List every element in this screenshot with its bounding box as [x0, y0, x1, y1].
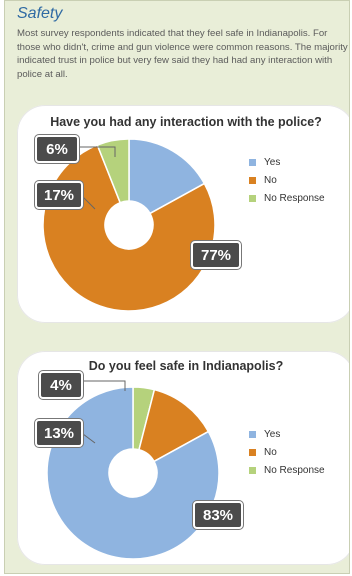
- legend-item-no: No: [249, 171, 325, 189]
- legend-swatch-yes: [249, 158, 256, 166]
- legend: Yes No No Response: [249, 153, 325, 207]
- legend-swatch-no-response: [249, 194, 256, 202]
- slice-no-response: [96, 138, 130, 204]
- data-label-no: 77%: [191, 241, 241, 269]
- legend-swatch-no: [249, 176, 256, 184]
- legend-swatch-no: [249, 448, 256, 456]
- data-label-no: 13%: [35, 419, 83, 447]
- legend-item-no-response: No Response: [249, 461, 325, 479]
- legend-item-no: No: [249, 443, 325, 461]
- police-interaction-card: Have you had any interaction with the po…: [17, 105, 349, 323]
- safety-infographic: Safety Most survey respondents indicated…: [4, 0, 350, 574]
- intro-paragraph: Most survey respondents indicated that t…: [17, 28, 348, 80]
- legend: Yes No No Response: [249, 425, 325, 479]
- slice-no: [138, 388, 210, 463]
- section-title: Safety: [17, 5, 63, 22]
- legend-swatch-yes: [249, 430, 256, 438]
- data-label-no-response: 4%: [39, 371, 83, 399]
- legend-item-no-response: No Response: [249, 189, 325, 207]
- chart-title: Have you had any interaction with the po…: [50, 115, 322, 129]
- data-label-yes: 17%: [35, 181, 83, 209]
- chart-title: Do you feel safe in Indianapolis?: [88, 359, 284, 373]
- legend-swatch-no-response: [249, 466, 256, 474]
- legend-item-yes: Yes: [249, 425, 325, 443]
- legend-item-yes: Yes: [249, 153, 325, 171]
- data-label-no-response: 6%: [35, 135, 79, 163]
- data-label-yes: 83%: [193, 501, 243, 529]
- slice-yes: [128, 138, 206, 215]
- feel-safe-card: Do you feel safe in Indianapolis? Yes No…: [17, 351, 349, 565]
- leader-line: [75, 146, 116, 157]
- leader-line: [77, 380, 126, 391]
